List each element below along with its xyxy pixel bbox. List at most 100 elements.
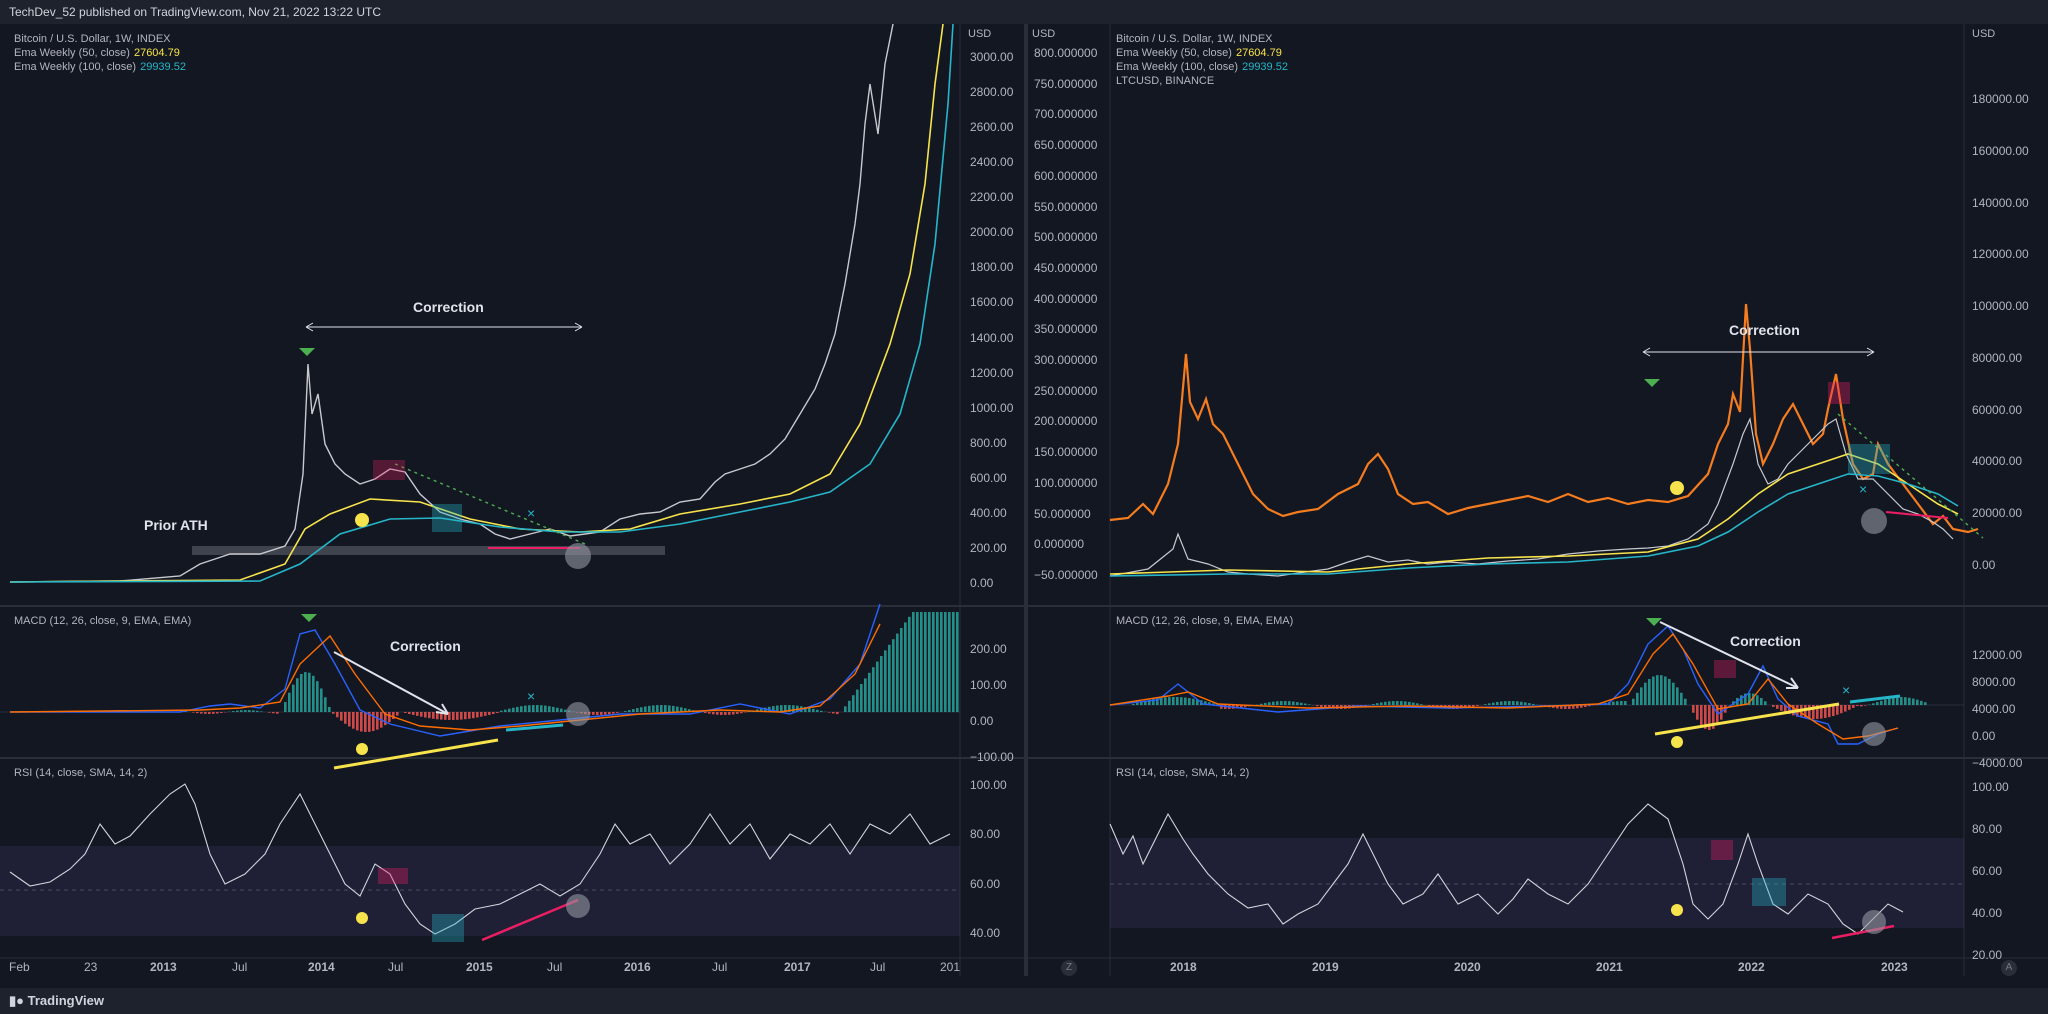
macd-histogram-bar [404, 712, 407, 714]
macd-histogram-bar [868, 672, 871, 712]
macd-histogram-bar [304, 672, 307, 712]
macd-histogram-bar [1264, 702, 1267, 705]
macd-histogram-bar [748, 711, 751, 712]
axis-tick-label: 20.00 [1972, 948, 2003, 962]
macd-histogram-bar [328, 706, 331, 712]
right-rsi-legend: RSI (14, close, SMA, 14, 2) [1116, 767, 1250, 779]
macd-histogram-bar [1152, 699, 1155, 705]
macd-histogram-bar [732, 712, 735, 715]
axis-tick-label: 800.00 [970, 435, 1007, 450]
macd-histogram-bar [208, 712, 211, 714]
macd-histogram-bar [684, 708, 687, 712]
right-chart-svg[interactable]: × Correction Correction × [1028, 24, 2048, 976]
macd-histogram-bar [212, 712, 215, 714]
macd-histogram-bar [668, 705, 671, 712]
axis-tick-label: 80.00 [970, 827, 1001, 842]
macd-histogram-bar [1884, 699, 1887, 705]
left-chart-svg[interactable]: × Correction Prior ATH Correction × [0, 24, 1024, 976]
time-tick-label: 2016 [624, 960, 651, 974]
left-rsi-axis[interactable]: 100.00 80.00 60.00 40.00 [966, 766, 1024, 946]
macd-histogram-bar [532, 705, 535, 712]
macd-histogram-bar [512, 707, 515, 712]
macd-histogram-bar [1280, 701, 1283, 705]
macd-histogram-bar [1584, 705, 1587, 708]
macd-histogram-bar [252, 710, 255, 712]
left-macd-pane[interactable]: Correction × [0, 603, 960, 770]
macd-histogram-bar [1400, 701, 1403, 705]
left-time-axis[interactable]: Feb 23 2013 Jul 2014 Jul 2015 Jul 2016 Jul 2017 Jul… [0, 960, 960, 976]
auto-scale-a-button[interactable]: A [2001, 960, 2017, 976]
left-price-pane[interactable]: × Correction Prior ATH [9, 24, 954, 583]
macd-histogram-bar [240, 710, 243, 712]
right-macd-pane[interactable]: Correction × [1109, 618, 1964, 748]
left-rsi-teal [432, 914, 464, 942]
time-tick-label: Jul [712, 960, 728, 974]
macd-histogram-bar [888, 644, 891, 712]
right-ema50-line [1109, 453, 1959, 575]
macd-histogram-bar [508, 708, 511, 712]
axis-tick-label: 300.000000 [1034, 353, 1098, 368]
macd-histogram-bar [912, 612, 915, 712]
left-teal-highlight [432, 504, 462, 532]
right-macd-correction-arrow [1659, 621, 1799, 689]
macd-histogram-bar [1860, 705, 1863, 707]
left-price-axis[interactable]: USD 3000.00 2800.00 2600.00 2400.00 2200.00 2… [966, 28, 1024, 590]
left-macd-axis[interactable]: 200.00 100.00 0.00 −100.00 [966, 614, 1024, 764]
macd-histogram-bar [1472, 705, 1475, 707]
macd-histogram-bar [1392, 701, 1395, 705]
right-rsi-axis[interactable]: 100.00 80.00 60.00 40.00 20.00 [1968, 766, 2048, 962]
macd-histogram-bar [1912, 698, 1915, 705]
right-top-marker-icon [1644, 379, 1660, 387]
macd-histogram-bar [348, 712, 351, 727]
left-rsi-pane[interactable] [0, 783, 960, 942]
macd-histogram-bar [364, 712, 367, 732]
right-time-axis[interactable]: 2018 2019 2020 2021 2022 2023 [1110, 960, 1964, 976]
right-left-axis[interactable]: USD 800.000000 750.000000 700.000000 650.00… [1030, 28, 1110, 588]
axis-tick-label: 1600.00 [970, 295, 1014, 310]
left-chart-panel[interactable]: × Correction Prior ATH Correction × [0, 24, 1024, 976]
right-ema50-value: 27604.79 [1235, 47, 1282, 59]
macd-histogram-bar [672, 705, 675, 712]
right-rsi-pane[interactable] [1109, 803, 1964, 940]
macd-histogram-bar [388, 712, 391, 723]
auto-scale-z-button[interactable]: Z [1061, 960, 1077, 976]
macd-histogram-bar [1924, 702, 1927, 705]
macd-histogram-bar [740, 712, 743, 714]
macd-histogram-bar [1516, 701, 1519, 705]
macd-histogram-bar [448, 712, 451, 720]
macd-histogram-bar [356, 712, 359, 731]
cross-icon: × [527, 505, 535, 521]
panel-divider[interactable] [1024, 24, 1028, 976]
right-price-axis[interactable]: USD 180000.00 160000.00 140000.00 120000.00… [1968, 28, 2048, 588]
macd-histogram-bar [1284, 701, 1287, 705]
macd-histogram-bar [552, 706, 555, 712]
macd-histogram-bar [1192, 698, 1195, 705]
macd-histogram-bar [428, 712, 431, 719]
macd-histogram-bar [1668, 679, 1671, 705]
right-price-pane[interactable]: × Correction [1109, 303, 1984, 577]
macd-histogram-bar [1672, 682, 1675, 705]
right-macd-cross-icon: × [1842, 682, 1850, 698]
left-pink-highlight [373, 460, 405, 480]
macd-histogram-bar [1832, 705, 1835, 717]
macd-histogram-bar [1900, 697, 1903, 705]
right-rsi-grey-circle [1862, 910, 1886, 934]
right-ema100-line [1109, 473, 1959, 577]
macd-histogram-bar [1652, 676, 1655, 705]
macd-histogram-bar [472, 712, 475, 719]
macd-histogram-bar [764, 707, 767, 712]
left-macd-histogram [180, 612, 959, 732]
macd-histogram-bar [1420, 704, 1423, 705]
right-chart-panel[interactable]: × Correction Correction × [1028, 24, 2048, 976]
axis-tick-label: 0.00 [970, 576, 994, 590]
macd-histogram-bar [1588, 705, 1591, 707]
axis-tick-label: 400.000000 [1034, 291, 1098, 306]
macd-histogram-bar [704, 712, 707, 713]
right-correction-label: Correction [1729, 322, 1800, 338]
right-macd-axis[interactable]: 12000.00 8000.00 4000.00 0.00 −4000.00 [1968, 614, 2048, 770]
macd-histogram-bar [408, 712, 411, 714]
right-macd-top-marker-icon [1646, 618, 1662, 626]
macd-histogram-bar [524, 705, 527, 712]
right-macd-yellow-dot [1671, 736, 1683, 748]
axis-tick-label: 1400.00 [970, 330, 1014, 345]
